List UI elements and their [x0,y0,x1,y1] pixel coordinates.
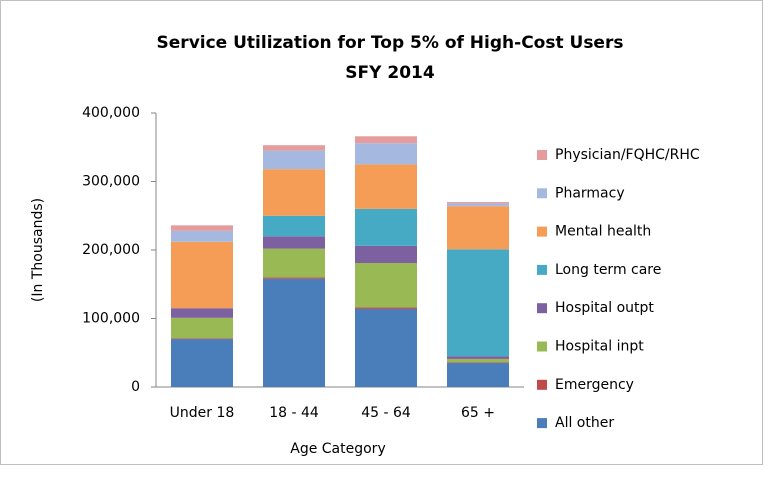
bar-segment [263,236,325,249]
bar-segment [171,317,233,339]
legend-swatch [537,341,547,352]
bar-segment [171,338,233,340]
bar-segment [447,363,509,387]
bar-segment [171,241,233,309]
bar-segment [447,202,509,204]
bar-segment [447,203,509,207]
chart-title: Service Utilization for Top 5% of High-C… [157,33,624,53]
y-tick-label: 300,000 [82,174,140,190]
bar-segment [355,245,417,264]
legend-swatch [537,188,547,199]
bar-segment [447,356,509,359]
legend-swatch [537,418,547,429]
legend-label: Long term care [555,262,661,278]
bar-segment [263,169,325,216]
y-tick-label: 0 [131,379,140,395]
bar-segment [263,215,325,237]
x-tick-label: 18 - 44 [269,405,319,421]
y-tick-label: 100,000 [82,311,140,327]
bar-segment [171,339,233,387]
bar-segment [355,208,417,246]
bar-segment [263,278,325,387]
bar-segment [263,277,325,279]
y-tick-label: 400,000 [82,105,140,121]
bar-segment [355,308,417,387]
bar-segment [263,248,325,278]
bar-segment [171,308,233,318]
x-tick-label: 45 - 64 [361,405,411,421]
chart-subtitle: SFY 2014 [345,63,435,83]
x-axis-label: Age Category [290,441,385,457]
y-tick-label: 200,000 [82,242,140,258]
bar-segment [447,206,509,250]
bar-segment [355,307,417,309]
legend-label: Hospital inpt [555,339,644,355]
y-axis-label: (In Thousands) [30,198,46,302]
bar-segment [171,230,233,242]
x-tick-label: 65 + [461,405,495,421]
legend-swatch [537,264,547,275]
x-tick-label: Under 18 [170,405,235,421]
bar-segment [447,362,509,364]
legend-swatch [537,150,547,160]
bar-segment [447,358,509,363]
legend-label: Emergency [555,377,634,393]
bar-segment [263,145,325,151]
legend-label: Mental health [555,224,651,240]
bar-segment [171,225,233,231]
legend-label: All other [555,415,614,431]
bar-segment [355,164,417,209]
legend-label: Hospital outpt [555,300,654,316]
bar-segment [355,263,417,308]
legend-swatch [537,226,547,237]
legend-swatch [537,379,547,390]
legend-label: Pharmacy [555,185,625,201]
legend-swatch [537,303,547,314]
legend-label: Physician/FQHC/RHC [555,147,700,163]
bar-segment [263,150,325,170]
bar-segment [355,136,417,144]
bar-segment [355,143,417,165]
bar-segment [447,249,509,357]
